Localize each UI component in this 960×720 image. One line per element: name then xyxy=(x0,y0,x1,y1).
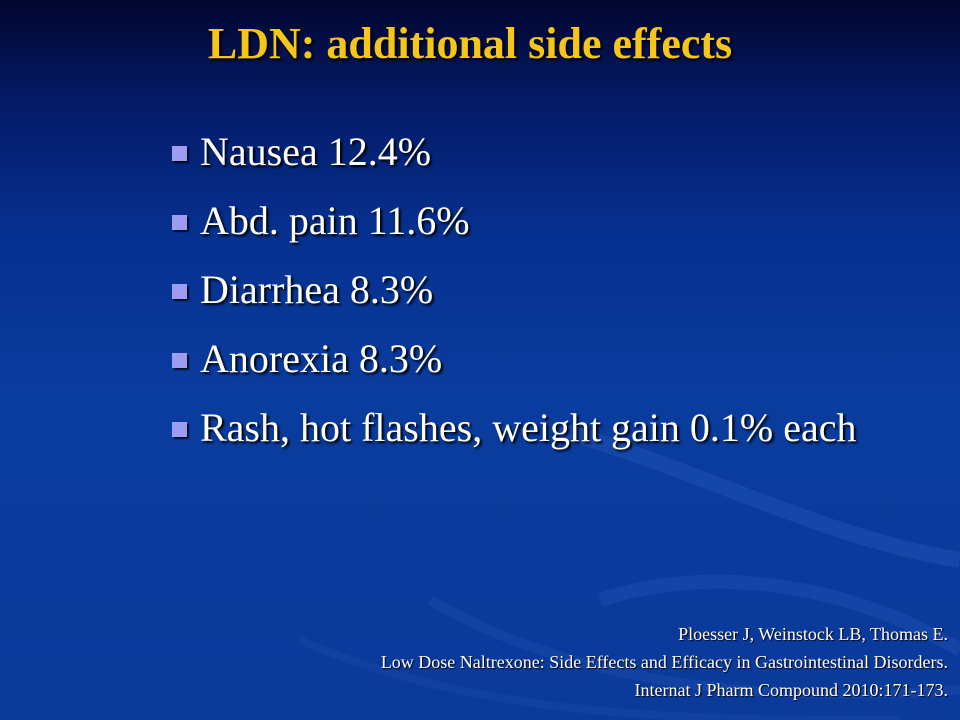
square-bullet-icon xyxy=(172,284,187,299)
bullet-list: Nausea 12.4% Abd. pain 11.6% Diarrhea 8.… xyxy=(170,128,890,473)
citation-authors: Ploesser J, Weinstock LB, Thomas E. xyxy=(678,624,948,644)
citation-article-title: Low Dose Naltrexone: Side Effects and Ef… xyxy=(380,652,948,672)
bullet-item-abd-pain: Abd. pain 11.6% xyxy=(170,197,890,245)
square-bullet-icon xyxy=(172,422,187,437)
bullet-text: Diarrhea 8.3% xyxy=(200,267,434,312)
square-bullet-icon xyxy=(172,146,187,161)
bullet-item-rash-hot-flashes-weight-gain: Rash, hot flashes, weight gain 0.1% each xyxy=(170,404,890,452)
bullet-text: Anorexia 8.3% xyxy=(200,336,443,381)
bullet-text: Abd. pain 11.6% xyxy=(200,198,470,243)
bullet-text: Rash, hot flashes, weight gain 0.1% each xyxy=(200,405,857,450)
bullet-text: Nausea 12.4% xyxy=(200,129,432,174)
bullet-item-diarrhea: Diarrhea 8.3% xyxy=(170,266,890,314)
bullet-item-anorexia: Anorexia 8.3% xyxy=(170,335,890,383)
citation: Ploesser J, Weinstock LB, Thomas E. Low … xyxy=(148,620,948,704)
bullet-item-nausea: Nausea 12.4% xyxy=(170,128,890,176)
square-bullet-icon xyxy=(172,215,187,230)
slide-title: LDN: additional side effects xyxy=(207,19,733,68)
citation-journal: Internat J Pharm Compound 2010:171-173. xyxy=(634,680,948,700)
square-bullet-icon xyxy=(172,353,187,368)
